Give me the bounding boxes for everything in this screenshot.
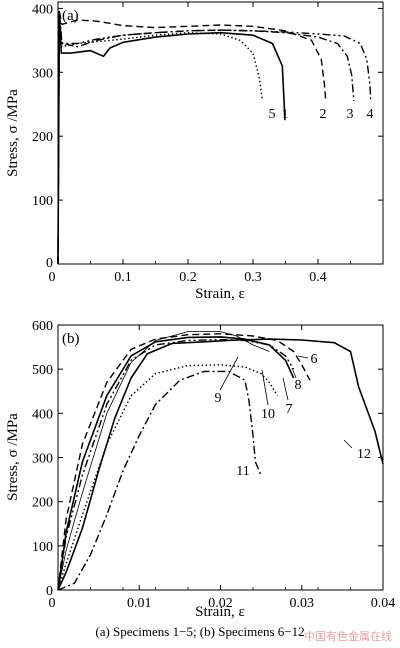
x-tick-label: 0.1 — [114, 270, 132, 285]
series-4-line — [57, 10, 372, 265]
x-tick-label: 0 — [49, 596, 56, 611]
curve-label-2: 2 — [320, 107, 327, 122]
curve-label-9: 9 — [215, 391, 222, 406]
series-5-line — [57, 14, 263, 265]
y-tick-label: 200 — [32, 130, 53, 145]
curve-label-5: 5 — [269, 107, 276, 122]
x-tick-label: 0 — [49, 270, 56, 285]
curve-label-4: 4 — [367, 107, 374, 122]
y-tick-label: 500 — [32, 363, 53, 378]
x-tick-label: 0.4 — [309, 270, 327, 285]
curve-label-leader — [291, 367, 297, 379]
panel-a-y-axis-label: Stress, σ /MPa — [5, 89, 21, 177]
x-tick-label: 0.04 — [371, 596, 396, 611]
curve-label-12: 12 — [357, 447, 371, 462]
curve-label-11: 11 — [236, 464, 249, 479]
curve-label-10: 10 — [261, 407, 275, 422]
series-9-line — [57, 331, 270, 591]
panel-a-series — [57, 10, 372, 265]
panel-a-tag: (a) — [62, 8, 79, 24]
series-2-line — [57, 10, 327, 265]
series-1-line — [57, 14, 286, 265]
curve-label-leader — [297, 355, 309, 359]
y-tick-label: 200 — [32, 496, 53, 511]
y-tick-label: 400 — [32, 2, 53, 17]
y-tick-label: 100 — [32, 194, 53, 209]
y-tick-label: 300 — [32, 452, 53, 467]
x-tick-label: 0.03 — [290, 596, 315, 611]
series-12-line — [57, 338, 384, 591]
y-tick-label: 0 — [46, 584, 53, 599]
panel-b-x-axis-label: Strain, ε — [195, 604, 245, 620]
figure-caption: (a) Specimens 1−5; (b) Specimens 6−12 — [95, 624, 305, 639]
panel-a-frame — [57, 1, 384, 265]
y-tick-label: 600 — [32, 319, 53, 334]
panel-b-tag: (b) — [62, 331, 80, 347]
curve-label-leader — [219, 356, 239, 391]
y-tick-label: 400 — [32, 407, 53, 422]
curve-label-7: 7 — [286, 402, 293, 417]
series-7-line — [57, 336, 295, 591]
y-tick-label: 300 — [32, 66, 53, 81]
curve-label-8: 8 — [295, 378, 302, 393]
panel-b-curve-labels: 9 10 786 11 12 — [215, 352, 372, 479]
x-tick-label: 0.2 — [179, 270, 197, 285]
x-tick-label: 0.01 — [127, 596, 152, 611]
series-3-line — [57, 10, 355, 265]
watermark: 中国有色金属在线 — [304, 630, 392, 643]
curve-label-6: 6 — [311, 352, 318, 367]
curve-label-leader — [261, 369, 269, 406]
panel-b-y-axis-label: Stress, σ /MPa — [5, 413, 21, 501]
curve-label-leader — [343, 439, 353, 449]
series-11-line — [57, 370, 262, 591]
curve-label-3: 3 — [347, 107, 354, 122]
y-tick-label: 0 — [46, 256, 53, 271]
curve-label-leader — [282, 377, 289, 401]
panel-b-series — [57, 331, 384, 591]
panel-a-x-axis-label: Strain, ε — [195, 286, 245, 302]
panel-b-ticks: 0 0.01 0.02 0.03 0.04 0 100 200 300 400 500 600 — [32, 319, 395, 611]
y-tick-label: 100 — [32, 540, 53, 555]
series-6-line — [57, 333, 311, 591]
curve-label-1: 1 — [282, 107, 289, 122]
series-8-line — [57, 338, 295, 591]
panel-a-ticks: 0 0.1 0.2 0.3 0.4 0 100 200 300 400 — [32, 2, 383, 285]
x-tick-label: 0.3 — [244, 270, 262, 285]
panel-b-chart: (b) 0 0.01 0.02 0.03 0.04 0 100 200 300 400 500 600… — [5, 319, 395, 620]
x-tick-label: 0.02 — [208, 596, 233, 611]
panel-b-frame — [57, 324, 384, 591]
